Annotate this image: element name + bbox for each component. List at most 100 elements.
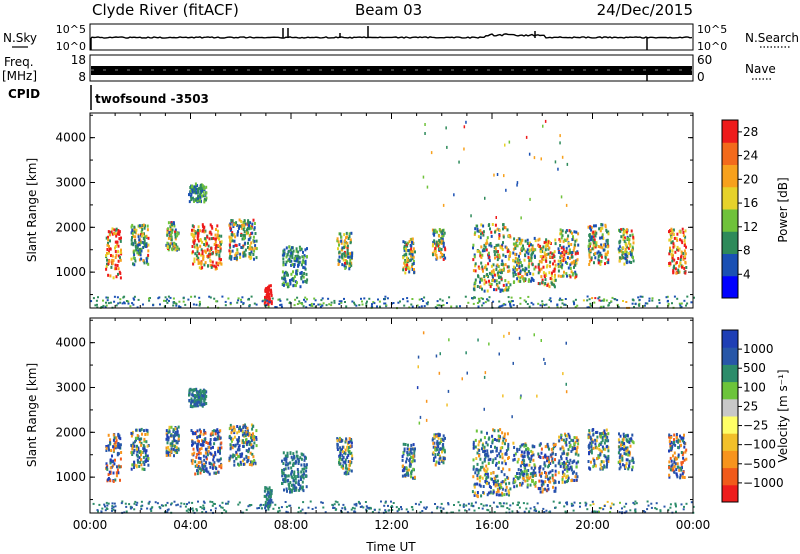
echo-cell [225,510,228,513]
echo-cell [348,232,351,236]
echo-cell [564,434,567,438]
echo-cell [482,302,485,305]
echo-cell [292,456,295,460]
echo-cell [440,230,443,234]
echo-cell [481,443,484,447]
echo-cell [243,457,246,461]
echo-cell [174,232,177,236]
echo-cell [347,448,350,452]
echo-cell [559,228,562,232]
echo-cell [545,475,548,478]
echo-cell [187,508,190,511]
echo-cell [573,501,576,504]
echo-cell [560,457,563,461]
echo-cell [596,435,599,439]
echo-cell [571,273,574,277]
echo-cell [199,391,202,395]
echo-cell [508,491,511,495]
echo-cell [217,437,220,441]
echo-cell [111,227,114,231]
echo-cell [489,242,492,245]
echo-cell [556,306,559,309]
echo-cell [577,232,580,236]
echo-cell [538,259,541,263]
echo-cell [405,249,408,253]
echo-cell [623,448,626,452]
echo-cell [266,487,269,491]
echo-cell [673,266,675,270]
echo-cell [540,260,543,264]
echo-cell [141,224,144,227]
echo-cell [474,296,476,299]
echo-cell [675,271,678,275]
echo-cell [523,510,526,513]
echo-cell [138,243,141,247]
echo-cell [492,458,495,462]
echo-cell [484,301,487,304]
echo-cell [207,254,210,258]
echo-cell [113,295,116,298]
echo-cell [537,265,540,269]
echo-cell [284,463,287,467]
colorbar-block [722,275,738,299]
echo-cell [203,200,206,204]
echo-cell [521,481,524,485]
echo-cell [146,224,149,228]
echo-cell [528,457,531,461]
echo-cell [600,223,603,226]
echo-cell [175,243,178,247]
echo-cell [341,256,344,260]
echo-cell [507,489,510,493]
echo-cell [440,247,443,251]
echo-cell [282,257,285,261]
echo-cell [174,427,177,431]
echo-cell [529,460,532,463]
echo-cell [131,451,133,455]
echo-cell [507,296,510,299]
echo-cell [439,454,441,458]
echo-cell [438,228,441,231]
echo-cell [412,255,415,259]
echo-cell [200,398,203,402]
echo-cell [194,198,197,202]
echo-cell [606,251,609,254]
echo-cell [170,447,173,451]
echo-cell [502,289,505,293]
echo-cell [296,456,299,460]
echo-cell [210,246,213,250]
echo-cell [401,455,404,458]
echo-cell [291,488,293,492]
echo-cell [300,247,303,251]
echo-cell [131,302,134,305]
echo-cell [632,256,634,260]
echo-cell [167,436,170,440]
echo-cell [607,454,610,458]
echo-cell [594,438,597,442]
echo-cell [592,238,595,242]
echo-cell [121,302,124,305]
echo-cell [602,460,605,464]
echo-cell [683,299,686,302]
echo-cell [554,238,557,242]
echo-cell [434,253,437,256]
echo-cell [490,264,493,268]
echo-cell [495,461,498,465]
echo-cell [573,243,576,247]
echo-cell [676,462,679,466]
echo-cell [303,472,306,476]
echo-cell [133,253,136,257]
echo-cell [245,438,248,441]
echo-cell [267,287,270,291]
echo-cell [674,503,677,506]
echo-cell [304,262,307,266]
echo-cell [491,449,494,453]
echo-cell [212,502,215,505]
echo-cell [526,248,529,252]
echo-cell [484,266,486,270]
echo-cell [472,440,475,444]
echo-cell [473,493,476,497]
echo-cell [111,232,114,236]
echo-cell [303,463,306,467]
echo-cell [196,401,198,405]
echo-cell [236,248,239,252]
